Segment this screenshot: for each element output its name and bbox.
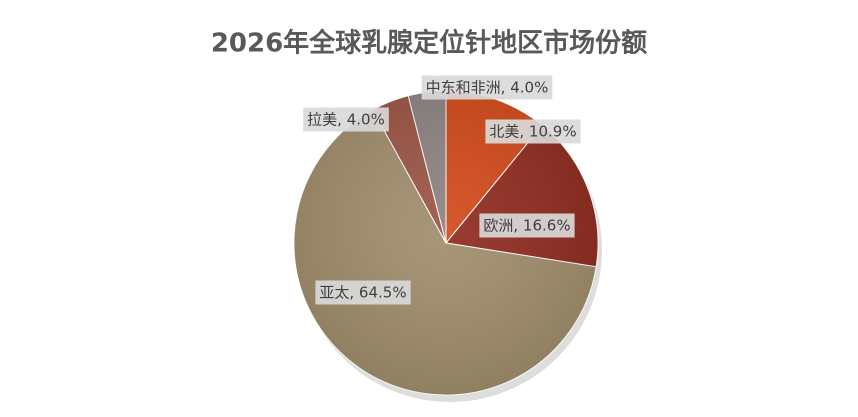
data-label: 亚太, 64.5% [319, 284, 406, 302]
label-box [479, 213, 575, 238]
label-box [421, 75, 553, 100]
labels: 北美, 10.9% 欧洲, 16.6% 亚太, 64.5% 拉美, 4.0% 中东和非洲… [303, 75, 581, 305]
data-label: 欧洲, 16.6% [483, 217, 570, 235]
label-box [303, 107, 389, 132]
data-label: 中东和非洲, 4.0% [426, 79, 549, 97]
label-box [315, 280, 411, 305]
label-box [485, 119, 581, 144]
data-label: 拉美, 4.0% [307, 111, 385, 129]
data-label: 北美, 10.9% [489, 123, 576, 141]
chart-title: 2026年全球乳腺定位针地区市场份额 [211, 28, 647, 59]
